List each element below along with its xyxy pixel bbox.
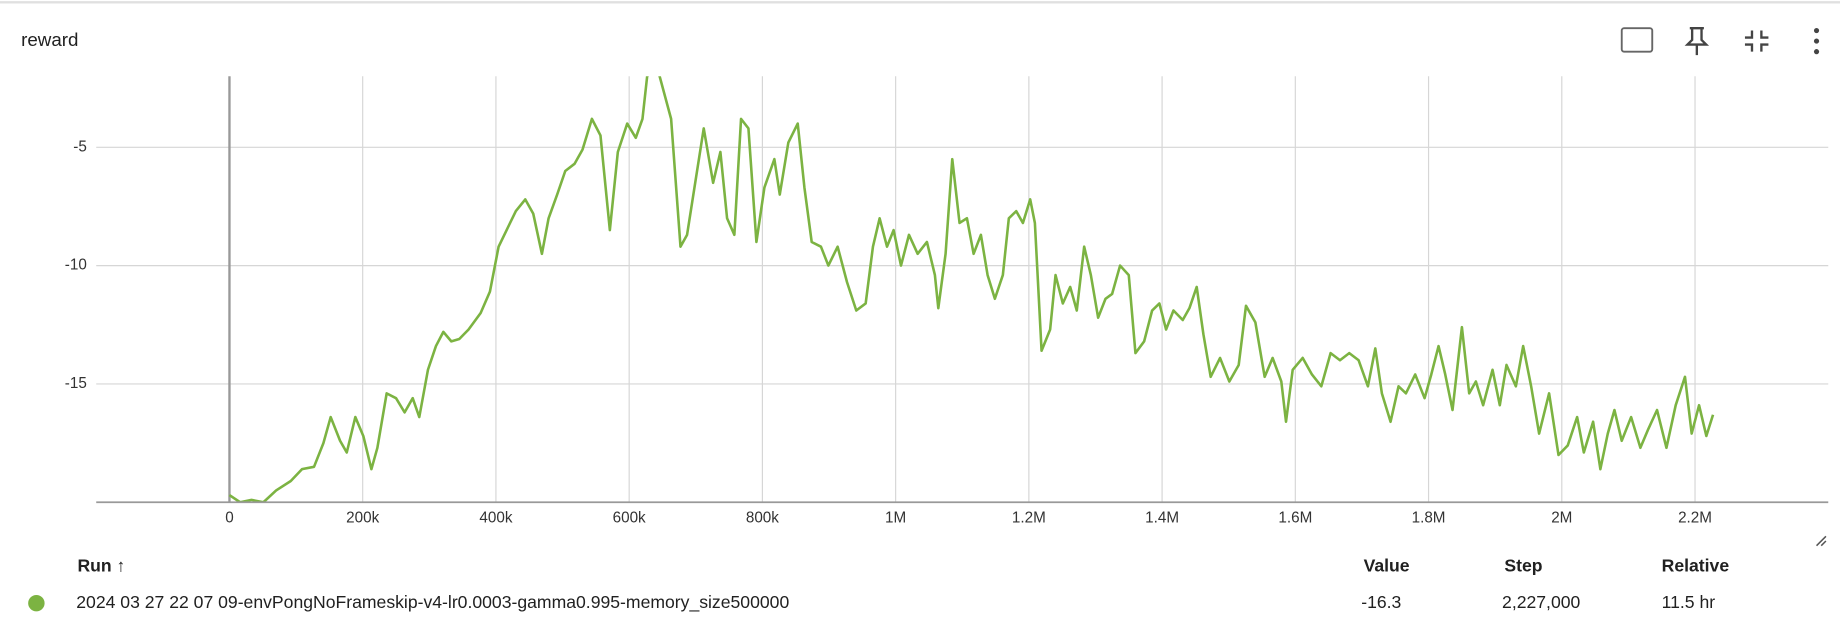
x-tick-label: 200k [346,510,379,527]
x-tick-label: 2M [1551,510,1572,527]
x-tick-label: 1M [885,510,906,527]
x-tick-label: 1.4M [1145,510,1179,527]
col-header[interactable]: Value [1364,555,1410,575]
run-name: 2024 03 27 22 07 09-envPongNoFrameskip-v… [76,592,789,613]
x-tick-label: 400k [479,510,512,527]
x-tick-label: 1.6M [1278,510,1312,527]
x-tick-label: 0 [225,510,233,527]
pin-icon[interactable] [1684,27,1710,56]
y-tick-label: -15 [65,375,87,392]
col-header[interactable]: Relative [1662,555,1730,575]
run-color [28,594,45,612]
collapse-icon[interactable] [1744,30,1769,52]
fit-icon[interactable] [1620,27,1654,53]
step-cell: 2,227,000 [1502,592,1580,612]
chart-title: reward [21,29,78,50]
x-tick-label: 2.2M [1678,510,1712,527]
series-line [228,76,1715,503]
plot-area: -15 -10 -5 0 200k 400k 600k 800k 1M 1.2M 1.4M 1.6M 1… [65,76,1829,527]
y-tick-label: -5 [73,138,87,155]
value-cell: -16.3 [1361,592,1401,612]
resize-handle[interactable] [1815,535,1827,547]
x-tick-label: 600k [613,510,646,527]
x-tick-label: 1.2M [1012,510,1046,527]
relative-cell: 11.5 hr [1662,592,1716,612]
col-header[interactable]: Step [1504,555,1542,575]
y-tick-label: -10 [65,257,87,274]
col-header[interactable]: Run ↑ [77,555,125,575]
x-tick-label: 800k [746,510,779,527]
more-icon[interactable] [1813,27,1820,55]
x-tick-label: 1.8M [1412,510,1446,527]
